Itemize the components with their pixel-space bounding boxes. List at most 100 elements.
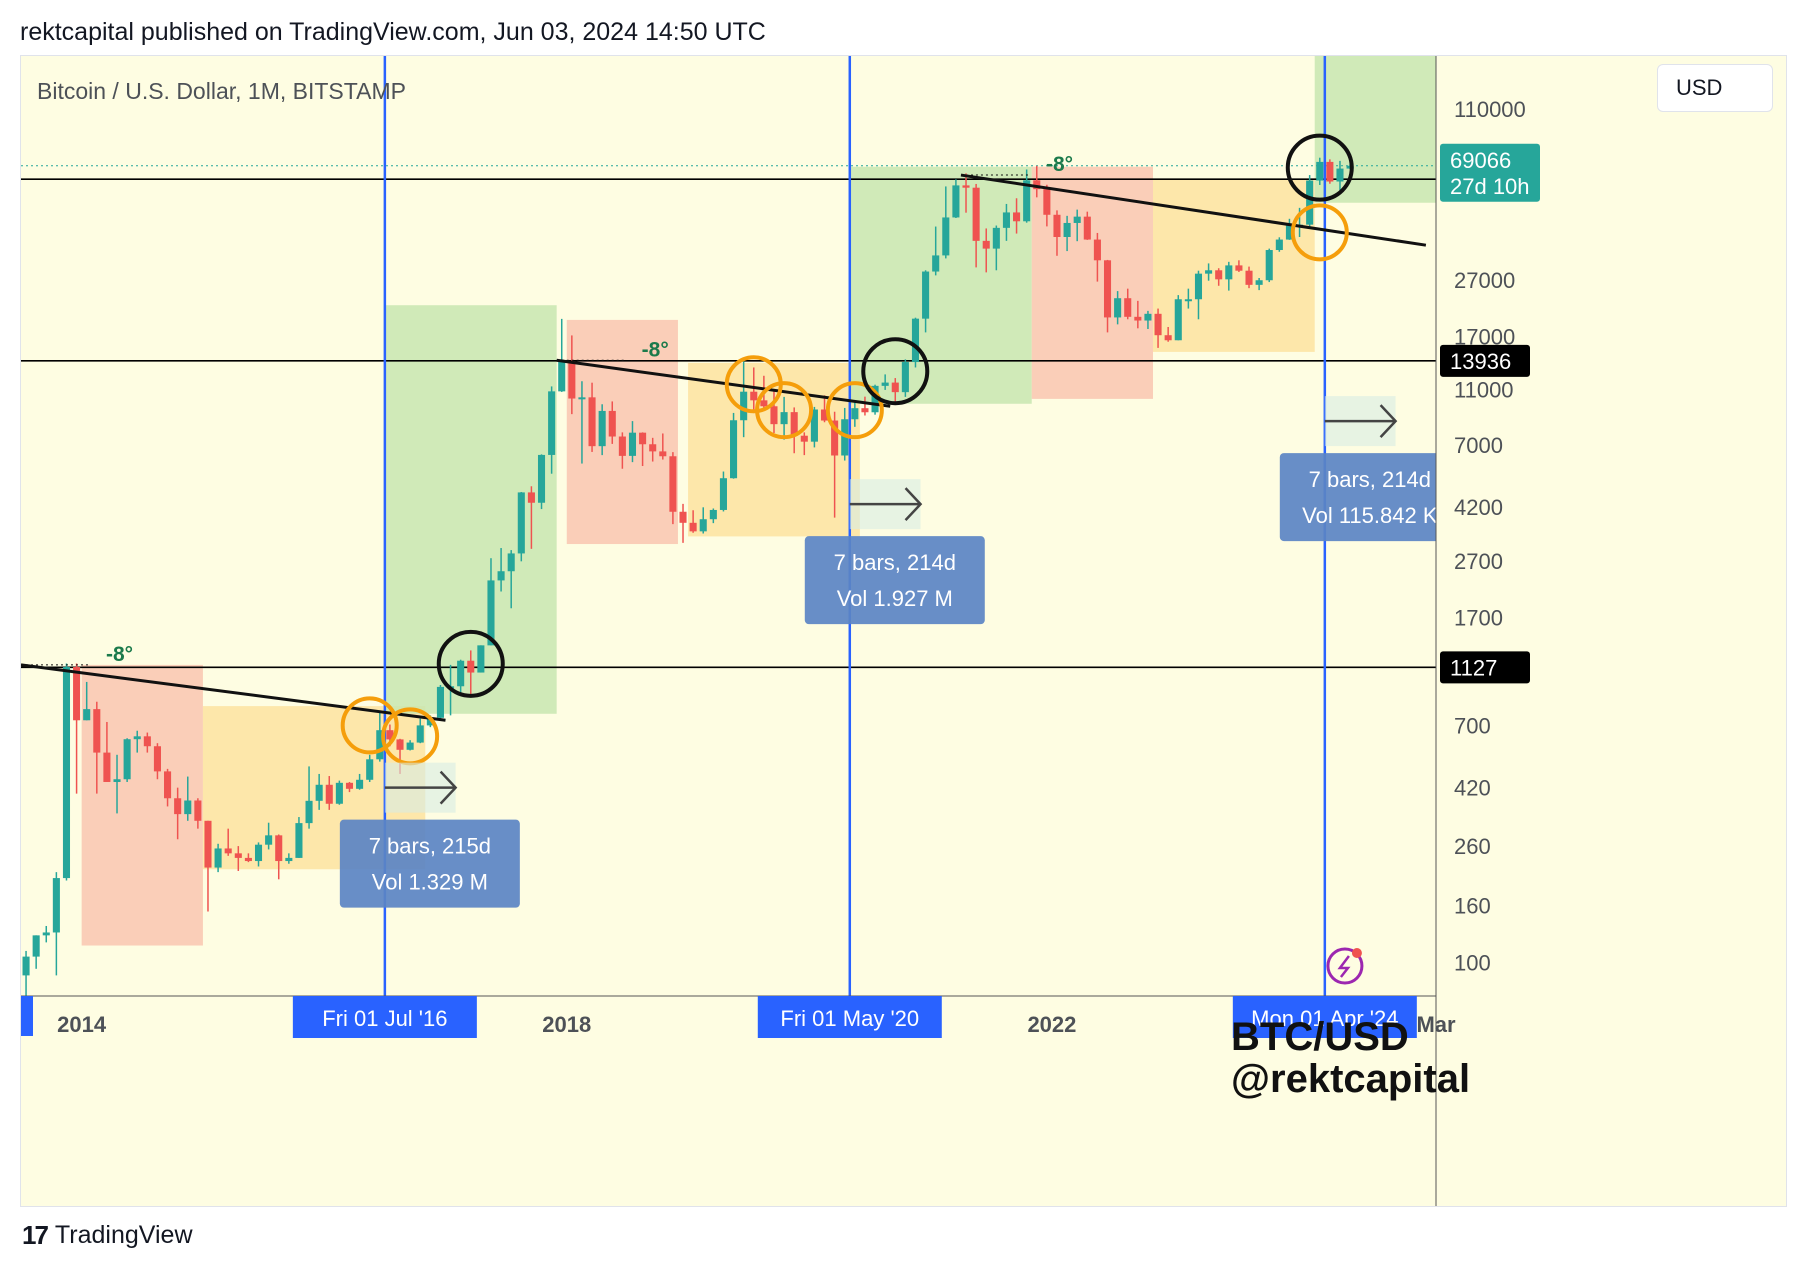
- candle-up: [598, 410, 606, 447]
- candle-up: [922, 271, 930, 319]
- orange-circle-marker: [825, 381, 884, 440]
- price-tick-label: 4200: [1454, 495, 1503, 520]
- angle-label: -8°: [106, 643, 133, 666]
- black-circle-marker: [436, 629, 505, 698]
- price-tick-label: 11000: [1454, 378, 1514, 403]
- candle-down: [174, 798, 182, 815]
- candle-down: [1134, 316, 1142, 321]
- candle-down: [1013, 212, 1021, 222]
- measure-volume-label: Vol 1.329 M: [372, 870, 488, 895]
- candle-down: [153, 746, 161, 772]
- price-tick-label: 2700: [1454, 549, 1503, 574]
- candle-down: [1235, 265, 1243, 271]
- candle-up: [578, 397, 586, 400]
- candle-down: [568, 361, 576, 399]
- candle-down: [275, 835, 283, 862]
- candle-up: [780, 412, 788, 425]
- candle-up: [810, 409, 818, 442]
- candle-up: [416, 725, 424, 743]
- candle-up: [52, 878, 60, 933]
- tradingview-logo[interactable]: 17 TradingView: [22, 1220, 193, 1251]
- candle-up: [932, 255, 940, 272]
- candle-down: [982, 240, 990, 249]
- time-tick-label: 2018: [542, 1012, 591, 1037]
- chart-watermark: BTC/USD @rektcapital: [1231, 1016, 1470, 1100]
- chart-area[interactable]: -8° -8° -8° 7 bars, 215d Vol 1.329 M 7 bars, …: [20, 55, 1787, 1207]
- tradingview-logo-icon: 17: [22, 1220, 49, 1250]
- watermark-author: @rektcapital: [1231, 1057, 1471, 1101]
- candle-down: [1245, 270, 1253, 285]
- candle-up: [1336, 168, 1344, 182]
- candle-up: [83, 709, 91, 721]
- candle-up: [548, 391, 556, 455]
- candle-down: [244, 857, 252, 862]
- black-circle-marker: [861, 337, 930, 406]
- measure-label-box: [1279, 453, 1460, 542]
- price-chart[interactable]: -8° -8° -8° 7 bars, 215d Vol 1.329 M 7 bars, …: [21, 56, 1786, 1206]
- candle-up: [1023, 180, 1031, 222]
- candle-up: [1184, 299, 1192, 302]
- candle-up: [356, 779, 364, 789]
- candle-down: [396, 739, 404, 750]
- candle-up: [366, 759, 374, 780]
- candle-up: [1275, 239, 1283, 251]
- candle-up: [305, 800, 313, 824]
- candle-down: [618, 436, 626, 456]
- candle-up: [22, 956, 30, 976]
- candle-down: [164, 771, 172, 799]
- measure-volume-label: Vol 115.842 K: [1302, 503, 1438, 528]
- price-tick-label: 110000: [1454, 97, 1526, 122]
- level-price-tag: [1440, 651, 1530, 684]
- candle-up: [537, 454, 546, 503]
- candle-down: [790, 412, 798, 436]
- measure-label-box: [339, 819, 520, 908]
- candle-down: [1083, 216, 1091, 240]
- candle-up: [123, 739, 131, 780]
- price-axis-bg: [1436, 56, 1786, 1206]
- halving-date-label: Fri 01 May '20: [780, 1006, 919, 1031]
- candle-up: [113, 779, 121, 782]
- candle-up: [62, 667, 71, 879]
- candle-up: [477, 645, 485, 673]
- candle-up: [1063, 222, 1071, 238]
- candle-up: [457, 660, 465, 687]
- candle-down: [750, 391, 758, 401]
- candle-up: [1174, 299, 1182, 341]
- candle-up: [133, 736, 141, 740]
- measure-bars-label: 7 bars, 214d: [1309, 467, 1431, 492]
- measure-label-box: [804, 536, 985, 625]
- zone-green: [849, 166, 1032, 404]
- candle-up: [184, 800, 192, 815]
- halving-date-label: Mon 01 Apr '24: [1251, 1006, 1398, 1031]
- candle-up: [1205, 270, 1213, 274]
- measure-volume-label: Vol 1.927 M: [837, 586, 953, 611]
- candle-up: [841, 419, 849, 456]
- candle-up: [42, 932, 50, 936]
- black-circle-marker: [1285, 133, 1354, 202]
- candle-up: [214, 848, 222, 868]
- measure-arrow-head: [1379, 404, 1398, 438]
- candle-down: [639, 432, 647, 445]
- candle-down: [689, 522, 697, 532]
- candle-up: [335, 782, 343, 804]
- candle-up: [1306, 180, 1314, 225]
- notification-dot: [1351, 948, 1362, 958]
- candle-down: [608, 410, 616, 437]
- candle-up: [426, 717, 434, 726]
- candle-up: [265, 835, 273, 845]
- candle-down: [234, 853, 242, 858]
- price-tick-label: 1700: [1454, 605, 1503, 630]
- candle-up: [295, 823, 303, 858]
- candle-down: [831, 420, 839, 456]
- candle-down: [527, 492, 535, 503]
- candle-down: [820, 409, 829, 421]
- candle-down: [1326, 161, 1334, 182]
- candle-up: [881, 382, 889, 386]
- price-tick-label: 160: [1454, 893, 1491, 918]
- publish-header: rektcapital published on TradingView.com…: [20, 18, 766, 46]
- trendline: [556, 358, 891, 408]
- candle-up: [992, 227, 1000, 249]
- currency-button[interactable]: USD: [1657, 64, 1773, 112]
- symbol-title: Bitcoin / U.S. Dollar, 1M, BITSTAMP: [37, 78, 406, 104]
- measure-arrow-head: [904, 487, 923, 522]
